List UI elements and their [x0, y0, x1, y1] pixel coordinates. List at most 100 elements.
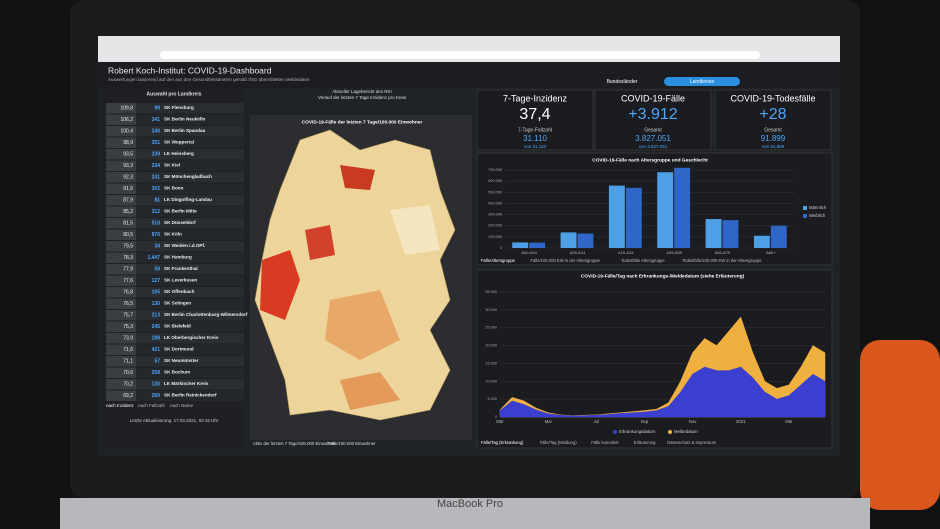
- incidence-cell: [106, 344, 136, 355]
- list-tab[interactable]: nach Fallzahl: [138, 403, 165, 408]
- list-row[interactable]: [106, 390, 244, 402]
- incidence-cell: [106, 218, 136, 229]
- case-count: 341: [152, 117, 161, 123]
- district-name: SK Berlin Spandau: [164, 128, 206, 133]
- y-tick-label: 15.000: [485, 361, 497, 365]
- x-tick-label: A35-A59: [666, 250, 682, 255]
- list-row[interactable]: [106, 252, 244, 264]
- list-row[interactable]: [106, 379, 244, 390]
- x-tick-label: A80+: [766, 250, 776, 255]
- list-row[interactable]: [106, 218, 244, 229]
- incidence-value: 91,6: [123, 186, 133, 192]
- chart-tab[interactable]: Todesfälle Altersgruppe: [621, 258, 665, 263]
- case-count: 81: [154, 197, 160, 203]
- district-name: SK Weiden i.d.OPf.: [164, 243, 205, 248]
- list-row[interactable]: [106, 126, 244, 137]
- list-row[interactable]: [106, 367, 244, 379]
- case-count: 59: [154, 266, 160, 272]
- list-row[interactable]: [106, 137, 244, 149]
- case-count: 258: [152, 370, 161, 376]
- legend-swatch: [613, 430, 617, 434]
- list-row[interactable]: [106, 114, 244, 126]
- laptop-base: [60, 498, 870, 529]
- case-count: 510: [152, 220, 161, 226]
- list-row[interactable]: [106, 298, 244, 310]
- chart-tab[interactable]: Datenschutz & Impressum: [667, 440, 717, 445]
- list-row[interactable]: [106, 195, 244, 206]
- incidence-value: 98,9: [123, 140, 133, 146]
- list-row[interactable]: [106, 241, 244, 252]
- list-row[interactable]: [106, 264, 244, 275]
- list-tab[interactable]: nach Name: [170, 403, 194, 408]
- district-name: SK Solingen: [164, 301, 191, 306]
- list-tab[interactable]: nach Inzidenz: [106, 403, 135, 408]
- case-count: 130: [152, 301, 161, 307]
- list-row[interactable]: [106, 356, 244, 367]
- header-tab[interactable]: Landkreise: [690, 79, 715, 85]
- list-row[interactable]: [106, 321, 244, 333]
- bar: [512, 242, 529, 248]
- list-row[interactable]: [106, 149, 244, 160]
- legend-label: Meldedatum: [674, 429, 698, 434]
- incidence-value: 70,6: [123, 370, 133, 376]
- case-count: 198: [152, 335, 161, 341]
- kpi-value: 37,4: [519, 106, 550, 123]
- incidence-value: 71,1: [123, 358, 133, 364]
- incidence-cell: [106, 149, 136, 160]
- area: [499, 366, 826, 418]
- district-name: SK Düsseldorf: [164, 220, 196, 225]
- bar: [674, 167, 691, 248]
- kpi-title: 7-Tage-Inzidenz: [503, 93, 568, 103]
- district-name: SK Flensburg: [164, 105, 194, 110]
- bar: [608, 185, 625, 248]
- kpi-tile: [476, 89, 594, 151]
- case-count: 870: [152, 232, 161, 238]
- chart-tab[interactable]: Fälle/100.000 EW in der Altersgruppe: [530, 258, 600, 263]
- case-count: 1.447: [147, 255, 160, 261]
- y-tick-label: 600.000: [488, 179, 502, 183]
- chart-tab[interactable]: Fälle/Tag (Erkrankung): [481, 440, 524, 445]
- incidence-cell: [106, 275, 136, 286]
- incidence-cell: [106, 160, 136, 171]
- kpi-label: Gesamt: [644, 127, 662, 133]
- chart-tab[interactable]: Erläuterung: [634, 440, 656, 445]
- chart-tab[interactable]: Fälle kumuliert: [591, 440, 619, 445]
- kpi-note: von 31.110: [524, 144, 546, 149]
- list-row[interactable]: [106, 275, 244, 287]
- list-row[interactable]: [106, 333, 244, 344]
- case-count: 245: [152, 324, 161, 330]
- chart-tab[interactable]: Fälle/Altersgruppe: [481, 258, 516, 263]
- list-row[interactable]: [106, 183, 244, 195]
- list-row[interactable]: [106, 310, 244, 321]
- y-tick-label: 700.000: [488, 168, 502, 172]
- chart-tab[interactable]: Fälle/Tag (Meldung): [540, 440, 578, 445]
- list-row[interactable]: [106, 344, 244, 356]
- map-tab[interactable]: Aktiv der letzten 7 Tage/100.000 Einwohn…: [253, 441, 336, 446]
- map-subheading: Verlauf der letzten 7 Tage Inzidenz pro …: [318, 95, 407, 100]
- list-row[interactable]: [106, 206, 244, 218]
- list-row[interactable]: [106, 287, 244, 298]
- list-row[interactable]: [106, 103, 244, 114]
- list-row[interactable]: [106, 160, 244, 172]
- incidence-cell: [106, 137, 136, 148]
- y-tick-label: 20.000: [485, 344, 497, 348]
- chart-title: COVID-19-Fälle nach Altersgruppe und Ges…: [592, 157, 708, 163]
- y-tick-label: 5.000: [487, 397, 497, 401]
- district-name: SK Berlin Mitte: [164, 209, 197, 214]
- kpi-tile: [594, 89, 712, 151]
- update-note: Letzte Aktualisierung: 17.03.2021, 03:16…: [130, 418, 219, 423]
- incidence-value: 100,4: [120, 128, 133, 134]
- chart-tab[interactable]: Todesfälle/100.000 EW in der Altersgrupp…: [682, 258, 762, 263]
- map-tab[interactable]: Fälle/100.000 Einwohner: [328, 441, 376, 446]
- case-count: 421: [152, 347, 161, 353]
- list-row[interactable]: [106, 229, 244, 241]
- header-tab[interactable]: Bundesländer: [607, 79, 638, 85]
- legend-swatch: [803, 214, 807, 218]
- list-row[interactable]: [106, 172, 244, 183]
- x-tick-label: A15-A34: [618, 250, 634, 255]
- case-count: 240: [152, 128, 161, 134]
- district-name: SK Köln: [164, 232, 182, 237]
- district-name: SK Bielefeld: [164, 324, 191, 329]
- district-name: SK Bonn: [164, 186, 184, 191]
- district-name: LK Dingolfing-Landau: [164, 197, 212, 202]
